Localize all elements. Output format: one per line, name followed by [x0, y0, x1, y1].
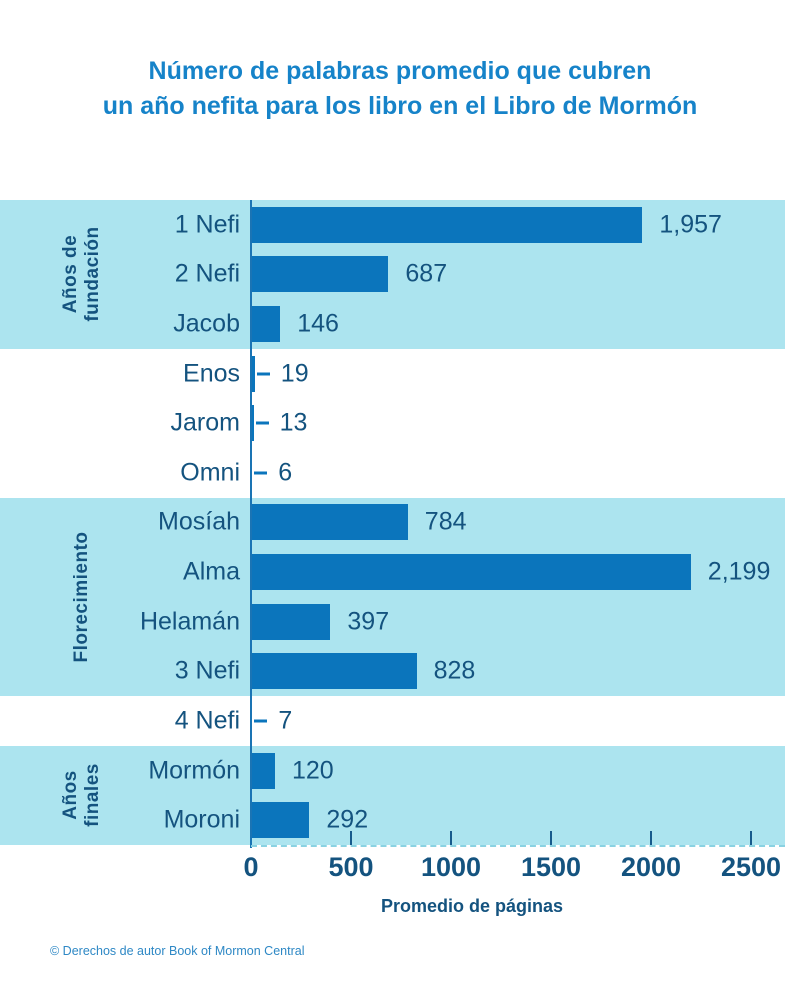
chart-row: 3 Nefi 828	[0, 647, 800, 697]
x-axis-tick	[350, 831, 352, 845]
page-title-line1: Número de palabras promedio que cubren	[148, 57, 652, 85]
chart-row: Enos 19	[0, 349, 800, 399]
bar	[251, 752, 275, 789]
chart-row: Mosíah 784	[0, 498, 800, 548]
chart-row: Omni 6	[0, 448, 800, 498]
value-label: 828	[433, 656, 476, 685]
value-label: 13	[279, 408, 308, 437]
leader-dash	[254, 719, 268, 723]
chart-row: Jacob 146	[0, 299, 800, 349]
bar	[251, 802, 310, 839]
bar	[251, 256, 389, 293]
x-axis-tick-label: 2500	[720, 852, 782, 882]
value-label: 2,199	[707, 557, 771, 586]
x-axis-tick-label: 500	[328, 852, 374, 882]
y-axis-line	[250, 200, 252, 848]
x-axis-tick-labels: 0 500 1000 1500 2000 2500	[0, 852, 800, 886]
category-label: 1 Nefi	[174, 210, 240, 239]
category-label: Helamán	[139, 607, 240, 636]
value-label: 397	[347, 607, 390, 636]
copyright-text: © Derechos de autor Book of Mormon Centr…	[50, 944, 305, 958]
bar	[251, 355, 255, 392]
category-label: Enos	[183, 359, 240, 388]
x-axis-title: Promedio de páginas	[380, 896, 564, 916]
x-axis-tick-label: 2000	[620, 852, 682, 882]
x-axis-tick	[550, 831, 552, 845]
chart-row: 4 Nefi 7	[0, 696, 800, 746]
value-label: 7	[278, 706, 293, 735]
bar	[251, 306, 281, 343]
category-label: 3 Nefi	[174, 656, 240, 685]
value-label: 6	[278, 458, 293, 487]
chart-row: Moroni 292	[0, 795, 800, 845]
category-label: Mosíah	[158, 507, 240, 536]
chart-row: Mormón 120	[0, 746, 800, 796]
value-label: 120	[292, 756, 334, 785]
value-label: 292	[326, 805, 369, 834]
value-label: 19	[280, 359, 309, 388]
category-label: 2 Nefi	[174, 259, 240, 288]
bar-chart-plot-area: Años de fundación 1 Nefi 1,957 2 Nefi 687 Jac…	[0, 200, 800, 848]
category-label: Omni	[180, 458, 240, 487]
chart-row: Helamán 397	[0, 597, 800, 647]
chart-row: Jarom 13	[0, 398, 800, 448]
category-label: Jacob	[173, 309, 240, 338]
x-axis-tick	[450, 831, 452, 845]
category-label: Mormón	[148, 756, 240, 785]
value-label: 784	[424, 507, 467, 536]
x-axis-tick	[750, 831, 752, 845]
leader-dash	[256, 372, 270, 376]
value-label: 1,957	[659, 210, 722, 239]
bar	[251, 405, 254, 442]
leader-dash	[254, 471, 268, 475]
x-axis-tick-label: 1000	[420, 852, 482, 882]
x-axis-tick-label: 1500	[520, 852, 582, 882]
page-title-line2: un año nefita para los libro en el Libro…	[102, 92, 698, 120]
x-axis-baseline	[251, 845, 785, 847]
bar	[251, 504, 408, 541]
bar	[251, 603, 331, 640]
value-label: 687	[405, 259, 448, 288]
chart-row: Alma 2,199	[0, 547, 800, 597]
leader-dash	[255, 421, 269, 425]
x-axis-tick-label: 0	[243, 852, 259, 882]
bar	[251, 653, 417, 690]
category-label: Moroni	[163, 805, 240, 834]
page-title: Número de palabras promedio que cubren u…	[0, 54, 800, 124]
chart-band	[0, 745, 785, 845]
category-label: 4 Nefi	[174, 706, 240, 735]
bar	[251, 206, 643, 243]
value-label: 146	[297, 309, 339, 338]
chart-row: 1 Nefi 1,957	[0, 200, 800, 250]
category-label: Jarom	[170, 408, 240, 437]
x-axis-tick	[650, 831, 652, 845]
chart-row: 2 Nefi 687	[0, 250, 800, 300]
bar	[251, 554, 691, 591]
category-label: Alma	[183, 557, 240, 586]
